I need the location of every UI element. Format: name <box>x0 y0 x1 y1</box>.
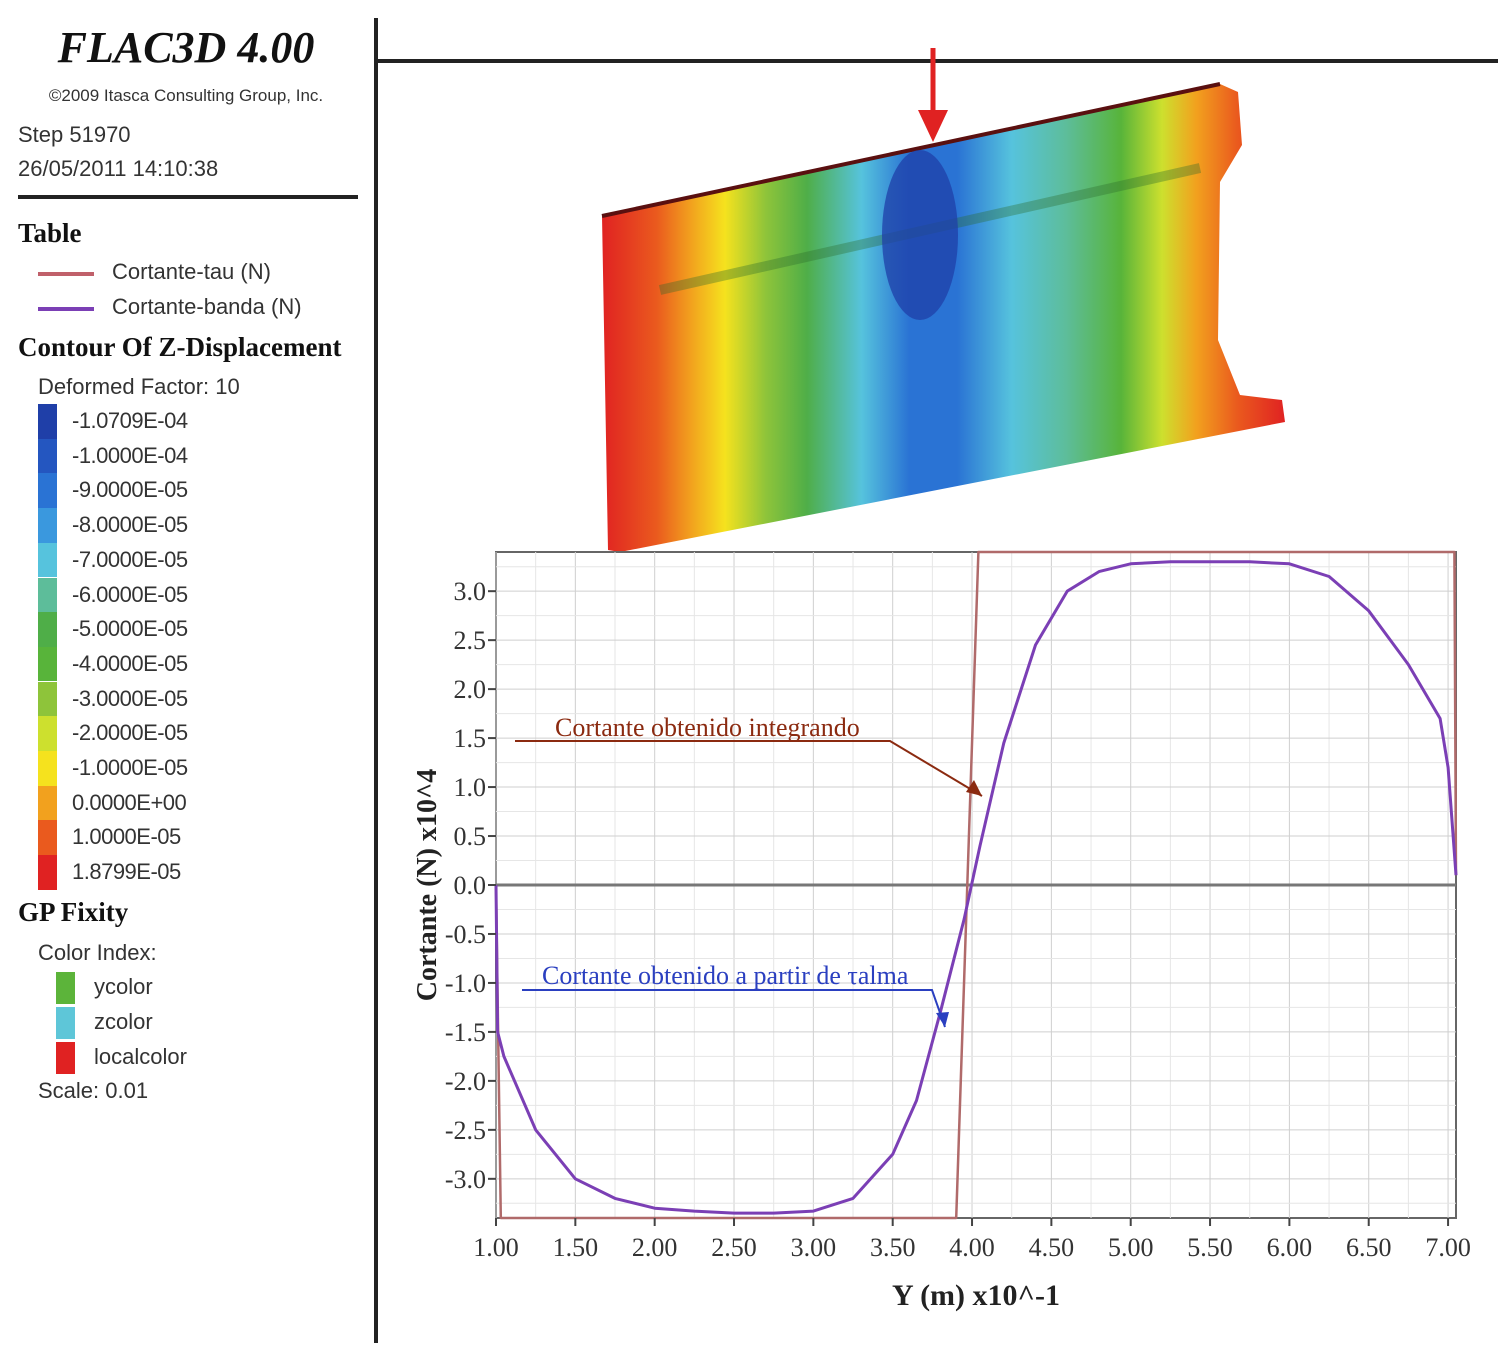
table-legend-line-0 <box>38 272 94 276</box>
table-legend-label-0: Cortante-tau (N) <box>112 259 271 284</box>
color-index-label: Color Index: <box>38 940 157 965</box>
contour-swatch-3 <box>38 508 57 543</box>
fixity-label-0: ycolor <box>94 974 153 999</box>
contour-swatch-4 <box>38 542 57 578</box>
scale-label: Scale: 0.01 <box>38 1078 149 1103</box>
x-tick-label-0: 1.00 <box>473 1233 519 1262</box>
fixity-title: GP Fixity <box>18 897 129 927</box>
x-tick-label-6: 4.00 <box>949 1233 995 1262</box>
x-tick-label-9: 5.50 <box>1187 1233 1233 1262</box>
table-legend-line-1 <box>38 307 94 311</box>
contour-value-5: -6.0000E-05 <box>72 581 188 607</box>
x-tick-label-8: 5.00 <box>1108 1233 1154 1262</box>
y-tick-label-2: 2.0 <box>454 675 487 704</box>
contour-swatch-6 <box>38 612 57 647</box>
annotation-integrado-arrow-icon <box>966 780 982 796</box>
y-tick-label-7: -0.5 <box>445 920 486 949</box>
app-title: FLAC3D 4.00 <box>57 23 315 72</box>
y-tick-label-9: -1.5 <box>445 1018 486 1047</box>
x-tick-label-1: 1.50 <box>553 1233 599 1262</box>
header-divider <box>18 195 358 199</box>
y-tick-label-4: 1.0 <box>454 773 487 802</box>
y-tick-label-12: -3.0 <box>445 1165 486 1194</box>
y-tick-label-1: 2.5 <box>454 626 487 655</box>
panel-divider <box>374 18 378 1343</box>
top-rule <box>378 59 1498 63</box>
y-tick-label-10: -2.0 <box>445 1067 486 1096</box>
deformed-factor-label: Deformed Factor: 10 <box>38 374 240 399</box>
contour-value-12: 1.0000E-05 <box>72 824 181 850</box>
contour-value-13: 1.8799E-05 <box>72 859 181 885</box>
contour-value-2: -9.0000E-05 <box>72 477 188 503</box>
contour-swatch-12 <box>38 820 57 855</box>
y-tick-label-6: 0.0 <box>454 871 487 900</box>
beam-top-edge <box>601 82 1221 218</box>
fixity-swatch-2 <box>56 1042 75 1074</box>
contour-value-10: -1.0000E-05 <box>72 755 188 780</box>
y-tick-label-8: -1.0 <box>445 969 486 998</box>
contour-value-11: 0.0000E+00 <box>72 789 187 815</box>
beam-model-render <box>601 48 1285 552</box>
shear-chart: 1.00 1.50 2.00 2.50 3.00 3.50 4.00 4.50 5.00 5.50… <box>412 550 1471 1312</box>
load-arrow-icon <box>918 110 948 142</box>
x-tick-label-12: 7.00 <box>1425 1233 1471 1262</box>
annotation-talma: Cortante obtenido a partir de τalma <box>542 961 909 990</box>
fixity-swatch-1 <box>56 1007 75 1039</box>
fixity-label-1: zcolor <box>94 1009 153 1034</box>
series-line-1 <box>494 560 1458 1215</box>
contour-value-3: -8.0000E-05 <box>72 512 188 538</box>
beam-body <box>602 84 1285 552</box>
annotation-integrado: Cortante obtenido integrando <box>555 713 860 742</box>
x-tick-label-7: 4.50 <box>1029 1233 1075 1262</box>
x-tick-label-4: 3.00 <box>791 1233 837 1262</box>
fixity-swatch-0 <box>56 972 75 1004</box>
contour-value-7: -4.0000E-05 <box>72 650 188 676</box>
contour-value-0: -1.0709E-04 <box>72 408 188 433</box>
y-tick-label-0: 3.0 <box>454 577 487 606</box>
contour-swatch-11 <box>38 785 57 821</box>
x-tick-label-11: 6.50 <box>1346 1233 1392 1262</box>
y-axis-label: Cortante (N) x10^4 <box>412 769 443 1001</box>
step-label: Step 51970 <box>18 122 131 147</box>
contour-swatch-8 <box>38 681 57 717</box>
contour-value-8: -3.0000E-05 <box>72 685 188 711</box>
contour-value-1: -1.0000E-04 <box>72 442 188 468</box>
max-displacement-zone <box>882 150 958 320</box>
table-legend-label-1: Cortante-banda (N) <box>112 294 302 319</box>
annotation-talma-arrow-icon <box>936 1012 949 1027</box>
contour-swatch-7 <box>38 646 57 682</box>
x-tick-label-5: 3.50 <box>870 1233 916 1262</box>
table-legend-title: Table <box>18 218 82 248</box>
contour-title: Contour Of Z-Displacement <box>18 332 342 362</box>
fixity-label-2: localcolor <box>94 1044 187 1069</box>
contour-value-6: -5.0000E-05 <box>72 616 188 642</box>
datetime-label: 26/05/2011 14:10:38 <box>18 156 219 181</box>
y-tick-label-3: 1.5 <box>454 724 487 753</box>
contour-swatch-1 <box>38 438 57 474</box>
annotation-integrado-leader <box>515 740 983 797</box>
contour-swatch-9 <box>38 716 57 751</box>
copyright-text: ©2009 Itasca Consulting Group, Inc. <box>48 86 324 105</box>
series-line-0 <box>494 550 1458 1220</box>
contour-swatch-10 <box>38 751 57 786</box>
contour-value-4: -7.0000E-05 <box>72 546 188 572</box>
legend-panel: FLAC3D 4.00 ©2009 Itasca Consulting Grou… <box>0 0 372 1350</box>
contour-swatch-2 <box>38 473 57 508</box>
y-tick-label-11: -2.5 <box>445 1116 486 1145</box>
contour-swatch-0 <box>38 404 57 439</box>
x-axis-label: Y (m) x10^-1 <box>892 1279 1060 1312</box>
contour-swatch-5 <box>38 577 57 612</box>
x-tick-label-2: 2.00 <box>632 1233 678 1262</box>
y-tick-label-5: 0.5 <box>454 822 487 851</box>
contour-swatch-13 <box>38 855 57 890</box>
contour-value-9: -2.0000E-05 <box>72 720 188 746</box>
x-tick-label-10: 6.00 <box>1267 1233 1313 1262</box>
x-tick-label-3: 2.50 <box>711 1233 757 1262</box>
